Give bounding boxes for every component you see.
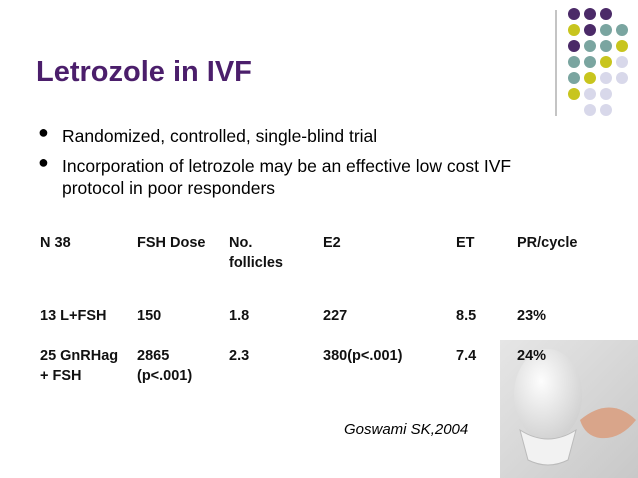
bullet: Randomized, controlled, single-blind tri… — [62, 126, 378, 146]
table-cell: E2 — [323, 235, 341, 251]
table-cell: 150 — [137, 308, 162, 324]
table-cell: 23% — [517, 308, 547, 324]
table-cell: N 38 — [40, 235, 71, 251]
bullet-marker: ● — [38, 122, 49, 142]
table-cell: 2865 (p<.001) — [137, 348, 193, 384]
dot-pattern — [568, 8, 628, 116]
table-cell: 2.3 — [229, 348, 250, 364]
table-cell: 8.5 — [456, 308, 477, 324]
table-cell: 7.4 — [456, 348, 477, 364]
table-cell: 227 — [323, 308, 348, 324]
table-cell: No. follicles — [229, 235, 283, 271]
table-cell: FSH Dose — [137, 235, 206, 251]
table-cell: 380(p<.001) — [323, 348, 403, 364]
egg-photo — [500, 340, 638, 478]
table-cell: 1.8 — [229, 308, 250, 324]
citation: Goswami SK,2004 — [344, 421, 469, 438]
table-cell: 13 L+FSH — [40, 308, 107, 324]
bullet-marker: ● — [38, 152, 49, 172]
table-cell: ET — [456, 235, 475, 251]
table-cell: 24% — [517, 348, 547, 364]
table-cell: 25 GnRHag + FSH — [40, 348, 119, 384]
bullet: Incorporation of letrozole may be an eff… — [62, 156, 512, 198]
table-cell: PR/cycle — [517, 235, 578, 251]
slide-title: Letrozole in IVF — [36, 56, 252, 88]
